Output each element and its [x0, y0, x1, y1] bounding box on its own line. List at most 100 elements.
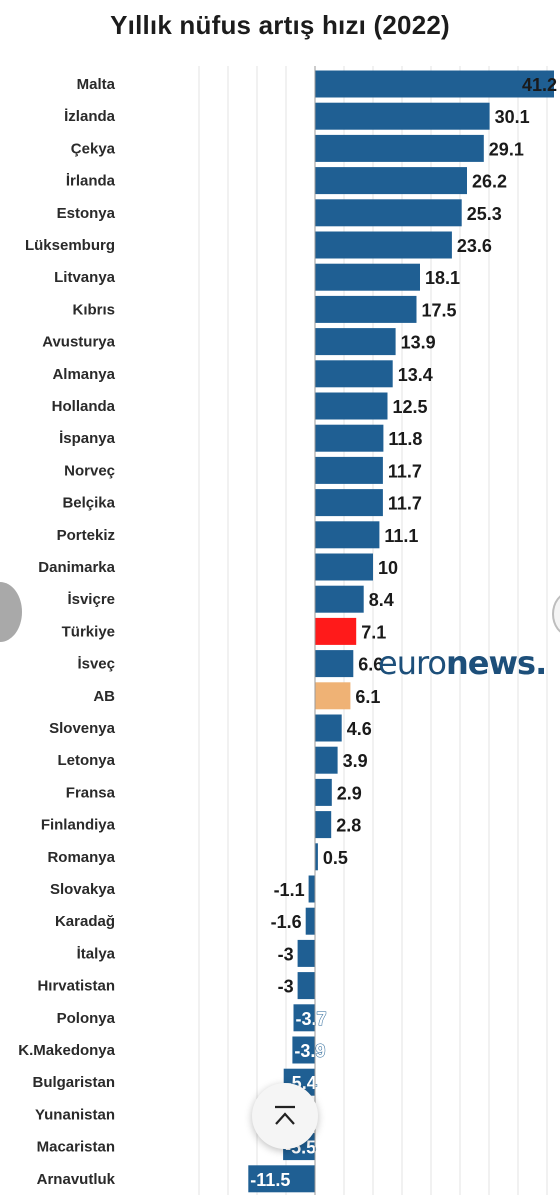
previous-arrow-button[interactable]: [0, 582, 22, 642]
bar-23: [315, 811, 332, 839]
value-label: -3.7: [296, 1009, 327, 1029]
value-label: 29.1: [489, 139, 524, 159]
bar-11: [315, 424, 384, 452]
value-label: 11.7: [388, 494, 422, 514]
bar-9: [315, 360, 393, 388]
bar-14: [315, 521, 380, 549]
bar-0: [315, 70, 554, 98]
value-label: -1.1: [274, 880, 305, 900]
bar-6: [315, 263, 420, 291]
bar-19: [315, 682, 351, 710]
value-label: 6.1: [355, 687, 380, 707]
value-label: -3.9: [294, 1041, 325, 1061]
value-label: -1.6: [271, 912, 302, 932]
value-label: 18.1: [425, 268, 460, 288]
bar-26: [305, 907, 315, 935]
bar-1: [315, 102, 490, 130]
category-label: Macaristan: [37, 1139, 115, 1156]
value-label: 11.7: [388, 461, 422, 481]
category-label: Norveç: [64, 462, 115, 479]
category-label: K.Makedonya: [18, 1042, 115, 1059]
value-label: 12.5: [393, 397, 428, 417]
bar-8: [315, 328, 396, 356]
category-label: Hollanda: [52, 398, 116, 415]
chart-title: Yıllık nüfus artış hızı (2022): [110, 10, 450, 40]
category-label: Malta: [77, 76, 116, 93]
bar-4: [315, 199, 462, 227]
bar-12: [315, 456, 383, 484]
bar-22: [315, 778, 332, 806]
value-label: 2.8: [336, 816, 361, 836]
value-label: 11.1: [384, 526, 418, 546]
watermark-light: euro: [378, 644, 447, 682]
category-label: Türkiye: [62, 623, 115, 640]
category-label: Slovenya: [49, 720, 116, 737]
category-label: Bulgaristan: [32, 1074, 115, 1091]
value-label: 0.5: [323, 848, 348, 868]
category-label: İzlanda: [64, 108, 116, 125]
category-label: Kıbrıs: [72, 301, 115, 318]
bar-30: [292, 1036, 315, 1064]
category-label: Polonya: [57, 1010, 116, 1027]
value-label: 25.3: [467, 204, 502, 224]
bar-29: [293, 1004, 315, 1032]
bar-27: [297, 939, 315, 967]
value-label: 7.1: [361, 622, 386, 642]
value-label: 10: [378, 558, 398, 578]
bar-3: [315, 167, 467, 195]
value-label: -3: [278, 977, 294, 997]
bar-16: [315, 585, 364, 613]
category-label: İsveç: [77, 656, 115, 673]
category-label: Romanya: [47, 849, 115, 866]
euronews-watermark: euronews.: [378, 644, 547, 682]
category-label: İrlanda: [66, 173, 116, 190]
category-label: Karadağ: [55, 913, 115, 930]
category-label: Avusturya: [42, 334, 115, 351]
value-label: 13.9: [401, 333, 436, 353]
value-label: 3.9: [343, 751, 368, 771]
category-label: İtalya: [77, 945, 116, 962]
bar-21: [315, 746, 338, 774]
value-label: 11.8: [388, 429, 422, 449]
bar-15: [315, 553, 373, 581]
category-label: Estonya: [57, 205, 116, 222]
value-label: 8.4: [369, 590, 394, 610]
category-label: Litvanya: [54, 269, 116, 286]
bar-10: [315, 392, 388, 420]
value-label: -3: [278, 944, 294, 964]
category-label: AB: [93, 688, 115, 705]
category-label: Belçika: [62, 495, 115, 512]
category-label: Danimarka: [38, 559, 115, 576]
value-label: 17.5: [422, 300, 457, 320]
category-label: Portekiz: [57, 527, 115, 544]
bar-18: [315, 650, 354, 678]
bar-2: [315, 134, 484, 162]
category-label: İsviçre: [67, 591, 115, 608]
value-label: 23.6: [457, 236, 492, 256]
bar-17: [315, 617, 357, 645]
value-label: 41.2: [522, 75, 557, 95]
category-label: Lüksemburg: [25, 237, 115, 254]
value-label: -11.5: [250, 1170, 290, 1190]
scroll-to-top-button[interactable]: [252, 1083, 318, 1149]
bar-28: [297, 972, 315, 1000]
bar-13: [315, 489, 383, 517]
category-label: Fransa: [66, 784, 116, 801]
value-label: 4.6: [347, 719, 372, 739]
category-label: Yunanistan: [35, 1106, 115, 1123]
category-label: Almanya: [52, 366, 115, 383]
bar-7: [315, 295, 417, 323]
value-label: 2.9: [337, 783, 362, 803]
category-label: Letonya: [57, 752, 115, 769]
bar-24: [315, 843, 318, 871]
category-label: Arnavutluk: [37, 1171, 116, 1188]
watermark-bold: news.: [446, 644, 547, 682]
bar-20: [315, 714, 342, 742]
value-label: 13.4: [398, 365, 433, 385]
value-label: 26.2: [472, 172, 507, 192]
bar-5: [315, 231, 452, 259]
bar-25: [308, 875, 315, 903]
category-label: Slovakya: [50, 881, 116, 898]
value-label: 6.6: [358, 655, 383, 675]
